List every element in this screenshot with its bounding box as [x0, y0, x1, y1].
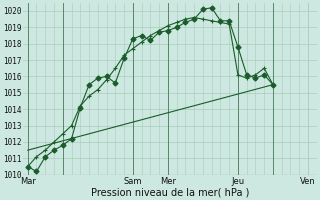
X-axis label: Pression niveau de la mer( hPa ): Pression niveau de la mer( hPa ) — [91, 187, 249, 197]
